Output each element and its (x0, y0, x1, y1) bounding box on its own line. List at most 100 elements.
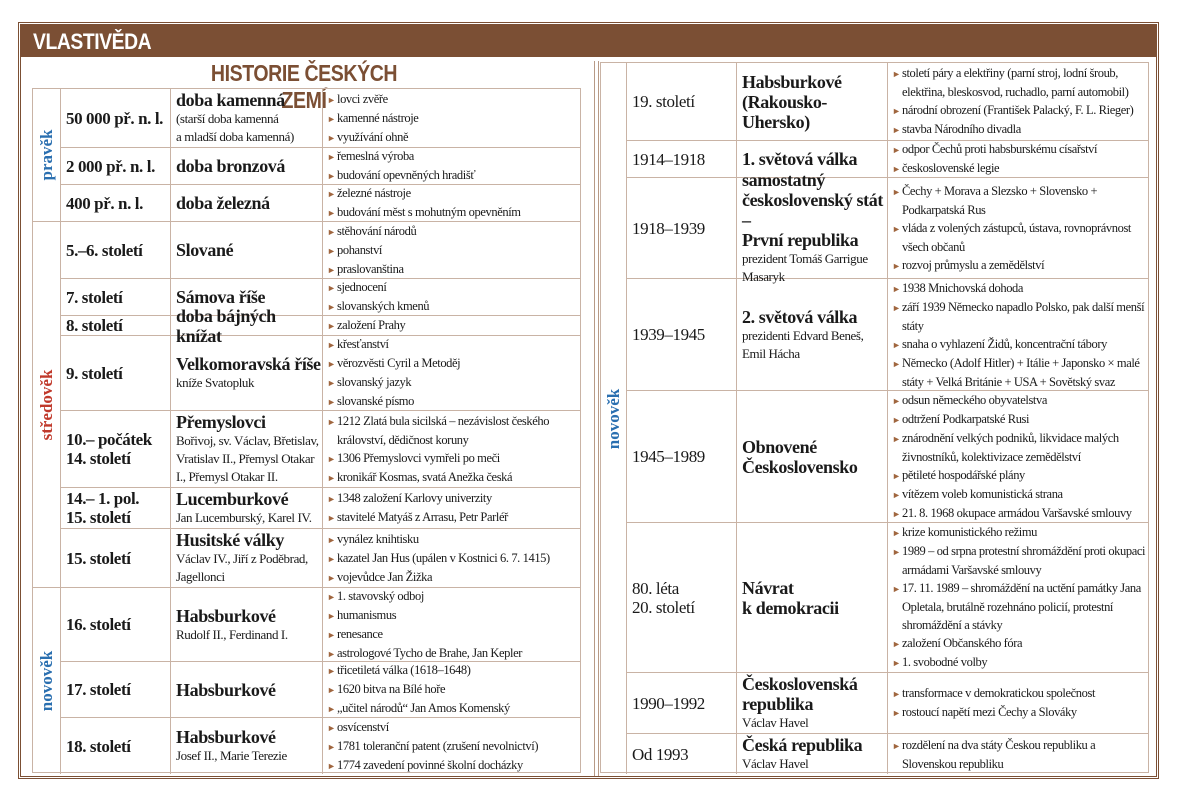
bullet-arrow-icon: ► (327, 340, 336, 350)
period-rulers: Rudolf II., Ferdinand I. (176, 626, 288, 642)
panel-divider (594, 61, 599, 776)
table-row: 14.– 1. pol. 15. století Lucemburkové Jan … (61, 488, 580, 529)
facts-cell: ►krize komunistického režimu ►1989 – od s… (888, 523, 1148, 672)
fact-text: stěhování národů (337, 223, 417, 238)
bullet-arrow-icon: ► (327, 494, 336, 504)
bullet-arrow-icon: ► (327, 553, 336, 564)
fact-item: ►září 1939 Německo napadlo Polsko, pak d… (892, 298, 1146, 335)
table-row: 400 př. n. l. doba železná ►železné nástro… (61, 185, 580, 222)
bullet-arrow-icon: ► (327, 152, 336, 162)
date-cell: 1918–1939 (627, 178, 737, 278)
name-cell: 1. světová válka (737, 141, 888, 177)
facts-cell: ►železné nástroje ►budování měst s mohutn… (323, 185, 580, 221)
facts-cell: ►1348 založení Karlovy univerzity ►stavit… (323, 488, 580, 528)
fact-item: ►odtržení Podkarpatské Rusi (892, 410, 1146, 429)
fact-text: renesance (337, 626, 383, 641)
table-row: 2 000 př. n. l. doba bronzová ►řemeslná vý… (61, 148, 580, 185)
facts-cell: ►století páry a elektřiny (parní stroj, … (888, 63, 1148, 140)
period-name: samostatný československý stát – První r… (742, 170, 883, 250)
fact-text: Německo (Adolf Hitler) + Itálie + Japons… (902, 355, 1140, 389)
fact-text: stavba Národního divadla (902, 122, 1021, 136)
bullet-arrow-icon: ► (327, 302, 336, 312)
fact-item: ►rostoucí napětí mezi Čechy a Slováky (892, 703, 1146, 722)
facts-cell: ►1. stavovský odboj ►humanismus ►renesance… (323, 588, 580, 661)
bullet-arrow-icon: ► (327, 572, 336, 583)
name-cell: doba bronzová (171, 148, 323, 184)
bullet-arrow-icon: ► (892, 186, 901, 197)
bullet-arrow-icon: ► (327, 534, 336, 545)
table-row: 1914–1918 1. světová válka ►odpor Čechů pr… (627, 141, 1148, 178)
fact-item: ►stavitelé Matyáš z Arrasu, Petr Parléř (327, 508, 578, 527)
table-row: 17. století Habsburkové ►třicetiletá válka… (61, 662, 580, 718)
period-date: 15. století (66, 548, 131, 568)
fact-item: ►1306 Přemyslovci vymřeli po meči (327, 449, 578, 468)
bullet-arrow-icon: ► (892, 414, 901, 425)
date-cell: 16. století (61, 588, 171, 661)
period-date: 5.–6. století (66, 240, 143, 260)
name-cell: Velkomoravská říše kníže Svatopluk (171, 336, 323, 410)
period-rulers: Václav IV., Jiří z Poděbrad, Jagellonci (176, 551, 308, 584)
facts-cell: ►křesťanství ►věrozvěsti Cyril a Metoděj ►… (323, 336, 580, 410)
table-row: 8. století doba bájných knížat ►založení P… (61, 306, 580, 346)
name-cell: Přemyslovci Bořivoj, sv. Václav, Břetisla… (171, 411, 323, 487)
era-label: středověk (36, 369, 56, 440)
fact-text: století páry a elektřiny (parní stroj, l… (902, 66, 1129, 99)
facts-cell: ►1938 Mnichovská dohoda ►září 1939 Německ… (888, 279, 1148, 390)
fact-text: pohanství (337, 242, 383, 257)
fact-text: kamenné nástroje (337, 110, 419, 125)
fact-text: rostoucí napětí mezi Čechy a Slováky (902, 705, 1077, 719)
period-date: 9. století (66, 363, 123, 383)
fact-text: vláda z volených zástupců, ústava, rovno… (902, 220, 1131, 254)
period-date: 18. století (66, 736, 131, 756)
fact-text: pětileté hospodářské plány (902, 467, 1025, 482)
era-label: novověk (36, 650, 56, 712)
fact-text: vojevůdce Jan Žižka (337, 569, 433, 584)
fact-text: využívání ohně (337, 129, 409, 144)
date-cell: Od 1993 (627, 734, 737, 774)
date-cell: 9. století (61, 336, 171, 410)
bullet-arrow-icon: ► (892, 708, 901, 718)
fact-text: 1348 založení Karlovy univerzity (337, 491, 492, 505)
bullet-arrow-icon: ► (327, 283, 336, 293)
fact-item: ►stěhování národů (327, 222, 578, 241)
name-cell: samostatný československý stát – První r… (737, 170, 888, 284)
period-rulers: prezidenti Edvard Beneš, Emil Hácha (742, 327, 864, 361)
period-rulers: Jan Lucemburský, Karel IV. (176, 510, 312, 525)
bullet-arrow-icon: ► (327, 189, 336, 199)
fact-text: praslovanština (337, 261, 404, 276)
table-row: 1918–1939 samostatný československý stát … (627, 170, 1148, 284)
fact-item: ►národní obrození (František Palacký, F.… (892, 101, 1146, 120)
period-date: 80. léta 20. století (632, 578, 695, 617)
period-date: 1939–1945 (632, 325, 705, 344)
fact-item: ►vynález knihtisku (327, 530, 578, 549)
facts-cell: ►rozdělení na dva státy Českou republiku… (888, 734, 1148, 774)
period-name: Návrat k demokracii (742, 577, 839, 618)
bullet-arrow-icon: ► (892, 470, 901, 481)
facts-cell: ►vynález knihtisku ►kazatel Jan Hus (upál… (323, 529, 580, 587)
bullet-arrow-icon: ► (892, 740, 901, 751)
date-cell: 17. století (61, 662, 171, 717)
table-row: 1945–1989 Obnovené Československo ►odsun n… (627, 391, 1148, 523)
period-date: 17. století (66, 680, 131, 699)
fact-item: ►slovanský jazyk (327, 373, 578, 392)
date-cell: 1914–1918 (627, 141, 737, 177)
period-date: 19. století (632, 92, 695, 111)
fact-item: ►znárodnění velkých podniků, likvidace m… (892, 429, 1146, 466)
page-subtitle: HISTORIE ČESKÝCH ZEMÍ (210, 60, 398, 113)
period-date: 8. století (66, 316, 123, 335)
era-cell: středověk (33, 222, 61, 588)
period-date: 7. století (66, 287, 123, 307)
fact-item: ►využívání ohně (327, 128, 578, 147)
bullet-arrow-icon: ► (892, 658, 901, 668)
fact-item: ►humanismus (327, 606, 578, 625)
bullet-arrow-icon: ► (892, 283, 901, 294)
fact-text: založení Prahy (337, 318, 406, 332)
fact-item: ►krize komunistického režimu (892, 523, 1146, 542)
bullet-arrow-icon: ► (892, 395, 901, 406)
fact-text: slovanských kmenů (337, 299, 430, 313)
fact-text: slovanský jazyk (337, 375, 412, 389)
fact-item: ►Čechy + Morava a Slezsko + Slovensko + … (892, 182, 1146, 219)
period-name: doba bronzová (176, 156, 285, 176)
bullet-arrow-icon: ► (327, 359, 336, 369)
name-cell: Obnovené Československo (737, 391, 888, 522)
